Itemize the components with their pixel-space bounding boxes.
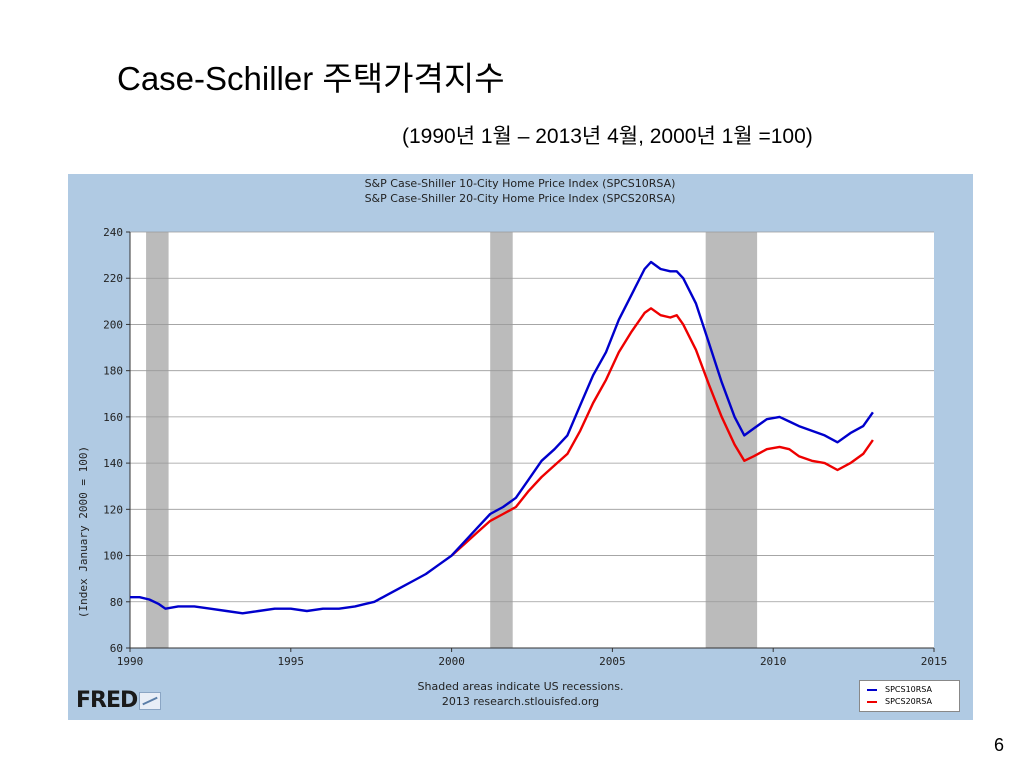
fred-chart-icon <box>139 692 162 710</box>
fred-brand-text: FRED <box>76 688 138 713</box>
page-number: 6 <box>993 735 1004 755</box>
x-tick-label: 2000 <box>438 655 465 668</box>
legend-swatch-blue <box>867 688 877 691</box>
legend-item-spcs10: SPCS10RSA <box>867 684 932 696</box>
x-tick-label: 1990 <box>117 655 144 668</box>
legend-item-spcs20: SPCS20RSA <box>867 696 932 708</box>
chart-subtitle: S&P Case-Shiller 20-City Home Price Inde… <box>365 192 676 205</box>
y-tick-label: 60 <box>110 642 123 655</box>
chart-title: S&P Case-Shiller 10-City Home Price Inde… <box>365 177 676 190</box>
y-axis-label: (Index January 2000 = 100) <box>77 446 90 618</box>
recession-note: Shaded areas indicate US recessions. <box>417 680 624 693</box>
chart-panel: S&P Case-Shiller 10-City Home Price Inde… <box>68 174 973 720</box>
recession-band <box>490 232 513 648</box>
plot-area: 60 80 100 120 140 160 180 200 220 240 1990 1995 2000… <box>103 226 947 668</box>
plot-background <box>130 232 934 648</box>
x-tick-label: 2015 <box>921 655 948 668</box>
series-line-spcs10rsa <box>130 260 874 615</box>
y-tick-label: 240 <box>103 226 123 239</box>
y-tick-label: 160 <box>103 411 123 424</box>
chart-svg: S&P Case-Shiller 10-City Home Price Inde… <box>77 177 947 668</box>
y-tick-label: 140 <box>103 457 123 470</box>
y-tick-label: 180 <box>103 365 123 378</box>
y-tick-label: 120 <box>103 503 123 516</box>
legend-swatch-red <box>867 700 877 703</box>
y-tick-label: 220 <box>103 272 123 285</box>
legend-label: SPCS20RSA <box>885 697 933 706</box>
fred-logo: FRED <box>76 688 162 713</box>
y-tick-label: 100 <box>103 550 123 563</box>
y-tick-label: 80 <box>110 596 123 609</box>
slide-title: Case-Schiller 주택가격지수 <box>117 60 505 97</box>
source-note: 2013 research.stlouisfed.org <box>441 695 600 708</box>
series-line-spcs20rsa <box>450 307 874 557</box>
recession-band <box>146 232 169 648</box>
x-tick-label: 2010 <box>760 655 787 668</box>
legend-label: SPCS10RSA <box>885 685 933 694</box>
slide-subtitle: (1990년 1월 – 2013년 4월, 2000년 1월 =100) <box>402 125 813 148</box>
y-tick-label: 200 <box>103 318 123 331</box>
x-tick-label: 2005 <box>599 655 626 668</box>
x-tick-label: 1995 <box>278 655 305 668</box>
chart-legend: SPCS10RSA SPCS20RSA <box>859 680 960 712</box>
